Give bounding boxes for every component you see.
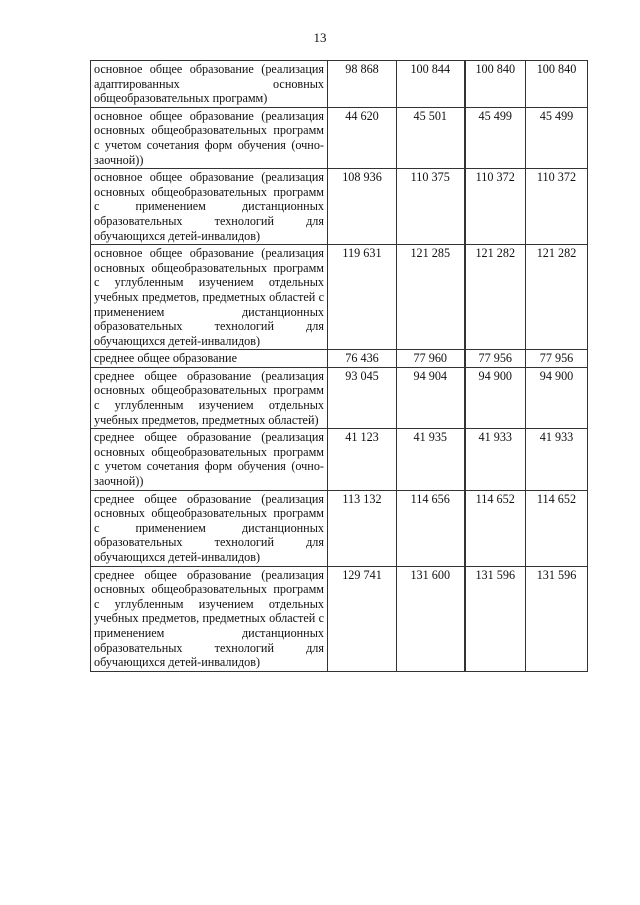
value-cell: 45 499 (525, 106, 588, 170)
table-row: среднее общее образование (реализация ос… (90, 565, 588, 672)
value-cell: 45 501 (396, 106, 466, 170)
row-label: основное общее образование (реализация о… (90, 244, 328, 351)
row-label: основное общее образование (реализация а… (90, 60, 328, 108)
row-label: основное общее образование (реализация о… (90, 106, 328, 170)
value-cell: 93 045 (327, 366, 397, 430)
value-cell: 41 123 (327, 428, 397, 491)
value-cell: 108 936 (327, 168, 397, 246)
row-label: среднее общее образование (90, 349, 328, 368)
table-row: основное общее образование (реализация о… (90, 244, 588, 351)
value-cell: 77 956 (464, 349, 526, 368)
value-cell: 100 844 (396, 60, 466, 108)
value-cell: 110 372 (464, 168, 526, 246)
value-cell: 94 904 (396, 366, 466, 430)
value-cell: 121 282 (525, 244, 588, 351)
value-cell: 121 282 (464, 244, 526, 351)
value-cell: 41 933 (464, 428, 526, 491)
table-row: среднее общее образование (реализация ос… (90, 489, 588, 567)
table-row: основное общее образование (реализация о… (90, 106, 588, 170)
value-cell: 45 499 (464, 106, 526, 170)
value-cell: 114 652 (464, 489, 526, 567)
table-row: среднее общее образование (реализация ос… (90, 428, 588, 491)
row-label: среднее общее образование (реализация ос… (90, 428, 328, 491)
value-cell: 113 132 (327, 489, 397, 567)
value-cell: 131 596 (525, 565, 588, 672)
value-cell: 76 436 (327, 349, 397, 368)
value-cell: 98 868 (327, 60, 397, 108)
value-cell: 94 900 (525, 366, 588, 430)
value-cell: 41 935 (396, 428, 466, 491)
row-label: среднее общее образование (реализация ос… (90, 366, 328, 430)
value-cell: 44 620 (327, 106, 397, 170)
page-number: 13 (313, 30, 327, 45)
value-cell: 114 656 (396, 489, 466, 567)
table-row: основное общее образование (реализация о… (90, 168, 588, 246)
value-cell: 110 372 (525, 168, 588, 246)
value-cell: 94 900 (464, 366, 526, 430)
table-row: среднее общее образование 76 436 77 960 77 … (90, 349, 588, 368)
value-cell: 119 631 (327, 244, 397, 351)
value-cell: 110 375 (396, 168, 466, 246)
row-label: среднее общее образование (реализация ос… (90, 565, 328, 672)
value-cell: 131 596 (464, 565, 526, 672)
value-cell: 129 741 (327, 565, 397, 672)
row-label: основное общее образование (реализация о… (90, 168, 328, 246)
value-cell: 100 840 (525, 60, 588, 108)
value-cell: 77 956 (525, 349, 588, 368)
value-cell: 114 652 (525, 489, 588, 567)
value-cell: 77 960 (396, 349, 466, 368)
value-cell: 100 840 (464, 60, 526, 108)
table-row: среднее общее образование (реализация ос… (90, 366, 588, 430)
table-row: основное общее образование (реализация а… (90, 60, 588, 108)
cost-table: основное общее образование (реализация а… (90, 60, 588, 672)
value-cell: 131 600 (396, 565, 466, 672)
value-cell: 121 285 (396, 244, 466, 351)
row-label: среднее общее образование (реализация ос… (90, 489, 328, 567)
value-cell: 41 933 (525, 428, 588, 491)
